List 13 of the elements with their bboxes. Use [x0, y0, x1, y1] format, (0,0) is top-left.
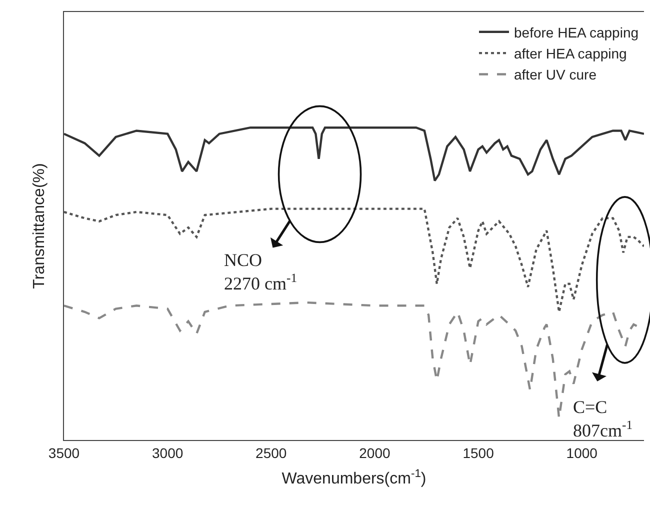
x-axis-title: Wavenumbers(cm$^{-1}$) — [282, 468, 426, 488]
x-tick-label: 1500 — [462, 444, 494, 461]
annotation: NCO 2270 cm$^{-1}$ — [224, 250, 297, 294]
x-tick-label: 3500 — [48, 444, 80, 461]
x-tick-label: 3000 — [152, 444, 184, 461]
annotation: C=C 807cm$^{-1}$ — [573, 397, 632, 440]
y-axis-title: Transmittance(%) — [30, 163, 48, 289]
x-tick-label: 2500 — [256, 444, 287, 461]
x-tick-label: 1000 — [566, 444, 598, 461]
legend-label: after UV cure — [514, 66, 597, 83]
legend-label: before HEA capping — [514, 24, 639, 40]
legend-label: after HEA capping — [514, 46, 627, 62]
x-tick-label: 2000 — [359, 444, 390, 461]
